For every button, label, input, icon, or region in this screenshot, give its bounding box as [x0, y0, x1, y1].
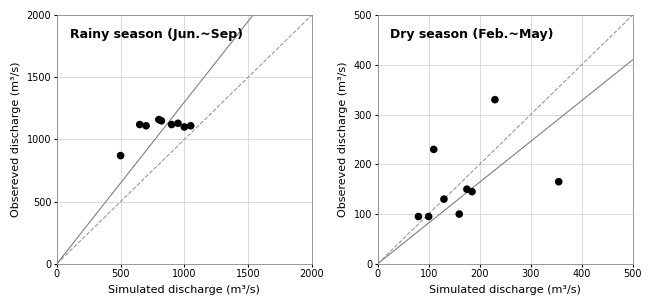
Point — [185, 123, 196, 128]
Point — [135, 122, 145, 127]
Point — [462, 187, 472, 192]
X-axis label: Simulated discharge (m³/s): Simulated discharge (m³/s) — [429, 285, 581, 295]
Text: Dry season (Feb.~May): Dry season (Feb.~May) — [390, 28, 554, 40]
Point — [413, 214, 424, 219]
Point — [153, 117, 164, 122]
Point — [116, 153, 126, 158]
Point — [179, 125, 189, 129]
Y-axis label: Obsereved discharge (m³/s): Obsereved discharge (m³/s) — [338, 62, 348, 217]
Point — [428, 147, 439, 152]
Point — [467, 189, 477, 194]
Point — [490, 97, 500, 102]
Point — [454, 211, 464, 216]
Point — [173, 121, 183, 126]
Point — [167, 122, 177, 127]
X-axis label: Simulated discharge (m³/s): Simulated discharge (m³/s) — [108, 285, 261, 295]
Y-axis label: Obsereved discharge (m³/s): Obsereved discharge (m³/s) — [11, 62, 21, 217]
Text: Rainy season (Jun.~Sep): Rainy season (Jun.~Sep) — [70, 28, 243, 40]
Point — [141, 123, 151, 128]
Point — [554, 179, 564, 184]
Point — [423, 214, 434, 219]
Point — [439, 197, 449, 202]
Point — [156, 118, 167, 123]
